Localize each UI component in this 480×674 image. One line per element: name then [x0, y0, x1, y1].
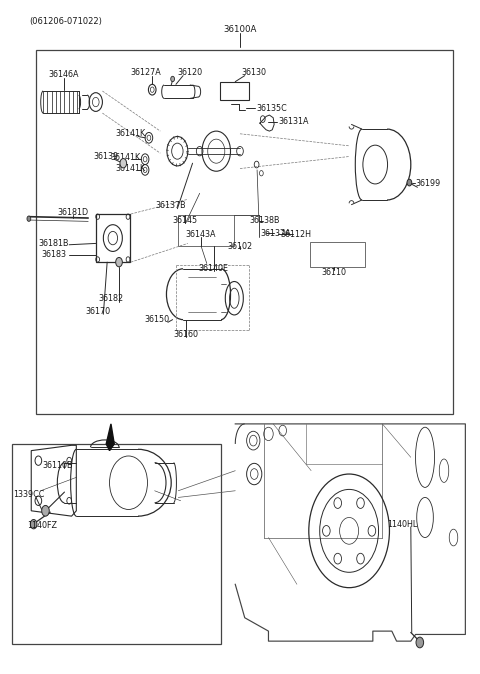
Text: 36145: 36145 — [173, 216, 198, 225]
Text: 36143A: 36143A — [186, 230, 216, 239]
Circle shape — [120, 158, 127, 168]
Text: 36141K: 36141K — [110, 153, 140, 162]
Text: 36139: 36139 — [94, 152, 119, 161]
Circle shape — [116, 257, 122, 267]
Circle shape — [416, 637, 424, 648]
Bar — [12, 444, 221, 644]
Text: 36146A: 36146A — [48, 71, 79, 80]
Text: 36137B: 36137B — [156, 202, 187, 210]
Text: 36141K: 36141K — [116, 129, 146, 138]
Text: 36160: 36160 — [174, 330, 199, 339]
Text: 36140E: 36140E — [199, 264, 229, 274]
Text: 36182: 36182 — [98, 295, 123, 303]
Text: 36127A: 36127A — [131, 69, 161, 78]
Text: 36120: 36120 — [178, 69, 203, 78]
Text: 36150: 36150 — [144, 315, 169, 324]
Text: 36137A: 36137A — [260, 229, 291, 238]
Text: 36112H: 36112H — [280, 230, 312, 239]
Polygon shape — [106, 424, 114, 451]
Text: 36199: 36199 — [416, 179, 441, 188]
Circle shape — [171, 76, 175, 82]
Text: 36110: 36110 — [322, 268, 347, 277]
Text: 1140HL: 1140HL — [387, 520, 418, 528]
Circle shape — [407, 179, 412, 186]
Text: 36100A: 36100A — [223, 25, 257, 34]
Text: 36135C: 36135C — [256, 104, 287, 113]
Text: 36130: 36130 — [242, 69, 267, 78]
Circle shape — [27, 216, 31, 221]
Bar — [179, 216, 234, 246]
Circle shape — [30, 520, 37, 529]
Text: 36138B: 36138B — [250, 216, 280, 225]
Text: (061206-071022): (061206-071022) — [29, 17, 102, 26]
Bar — [220, 82, 250, 100]
Text: 36141K: 36141K — [116, 164, 146, 173]
Bar — [96, 214, 130, 262]
Text: 36181D: 36181D — [58, 208, 88, 216]
Text: 36170: 36170 — [85, 307, 110, 316]
Text: 36131A: 36131A — [278, 117, 309, 126]
Bar — [36, 50, 454, 414]
Text: 1339CC: 1339CC — [13, 490, 45, 499]
Circle shape — [42, 506, 49, 516]
Text: 36110B: 36110B — [42, 461, 72, 470]
Text: 36183: 36183 — [41, 249, 67, 259]
Bar — [310, 242, 365, 268]
Text: 36181B: 36181B — [39, 239, 69, 248]
Text: 1140FZ: 1140FZ — [27, 521, 57, 530]
Text: 36102: 36102 — [228, 241, 252, 251]
